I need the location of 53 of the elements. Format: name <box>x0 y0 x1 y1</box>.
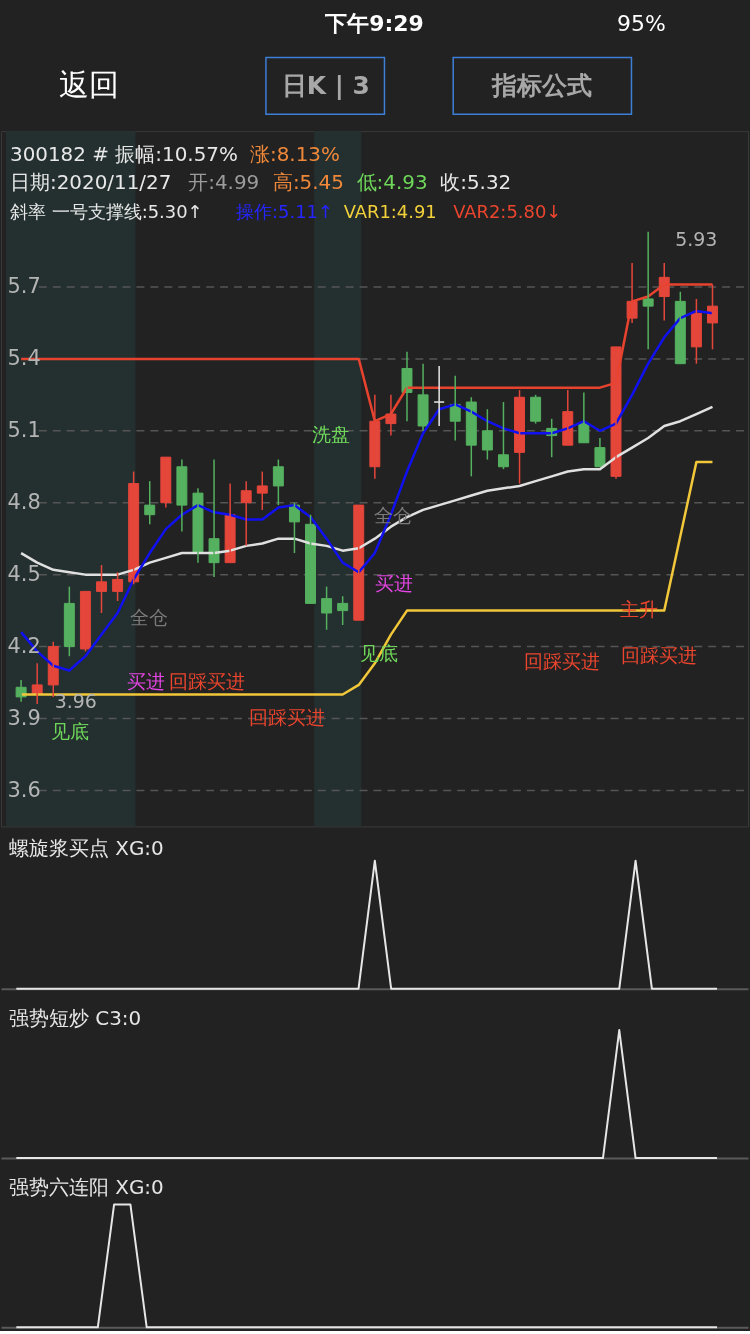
text: 日K | 3 <box>281 71 370 101</box>
annotation: 斜率 一号支撑线:5.30↑ <box>9 200 203 222</box>
candlestick <box>63 585 75 657</box>
candlestick <box>96 564 107 614</box>
text: 95% <box>617 10 666 36</box>
y-tick-label: 3.9 <box>7 705 41 730</box>
candlestick <box>497 401 509 470</box>
candlestick <box>433 365 445 427</box>
y-tick-label: 4.5 <box>7 562 41 587</box>
annotation: 回踩买进 <box>621 644 698 667</box>
annotation: 低:4.93 <box>356 170 428 194</box>
text: 指标公式 <box>490 71 592 101</box>
annotation: VAR1:4.91 <box>343 200 437 222</box>
chart-title: 强势六连阳 XG:0 <box>8 1176 164 1200</box>
candlestick <box>353 504 365 621</box>
y-tick-label: 3.6 <box>7 777 41 802</box>
annotation: 5.93 <box>675 227 718 250</box>
annotation: 操作:5.11↑ <box>236 200 333 222</box>
annotation: 买进 <box>375 572 414 595</box>
candlestick <box>690 298 702 365</box>
candlestick <box>337 595 349 626</box>
y-tick-label: 5.1 <box>7 418 41 443</box>
candlestick <box>481 408 493 461</box>
y-tick-label: 4.8 <box>7 490 41 515</box>
candlestick <box>321 585 333 631</box>
candlestick <box>176 458 188 533</box>
annotation: 回踩买进 <box>169 669 246 692</box>
candlestick <box>79 590 91 653</box>
candlestick <box>256 470 268 511</box>
y-tick-label: 5.7 <box>7 274 41 299</box>
candlestick <box>417 362 429 432</box>
chart-title: 强势短炒 C3:0 <box>8 1007 142 1031</box>
annotation: 高:5.45 <box>272 170 344 194</box>
candlestick <box>144 480 156 526</box>
text: 下午9:29 <box>324 10 424 36</box>
candlestick <box>112 571 124 602</box>
annotation: 收:5.32 <box>440 170 512 194</box>
annotation: 300182 # 振幅:10.57% <box>9 143 238 167</box>
annotation: 日期:2020/11/27 <box>9 170 172 194</box>
annotation: 涨:8.13% <box>250 143 340 167</box>
annotation: 洗盘 <box>311 422 350 445</box>
annotation: 3.96 <box>54 689 97 712</box>
candlestick <box>530 394 542 425</box>
chart-title: 螺旋浆买点 XG:0 <box>8 837 164 861</box>
candlestick <box>272 458 284 506</box>
annotation: 开:4.99 <box>188 170 260 194</box>
annotation: 见底 <box>50 719 89 742</box>
text: 返回 <box>58 67 119 103</box>
annotation: 回踩买进 <box>248 705 325 728</box>
annotation: VAR2:5.80↓ <box>453 200 562 222</box>
annotation: 买进 <box>127 669 166 692</box>
annotation: 回踩买进 <box>523 649 600 672</box>
annotation: 全仓 <box>130 606 169 629</box>
